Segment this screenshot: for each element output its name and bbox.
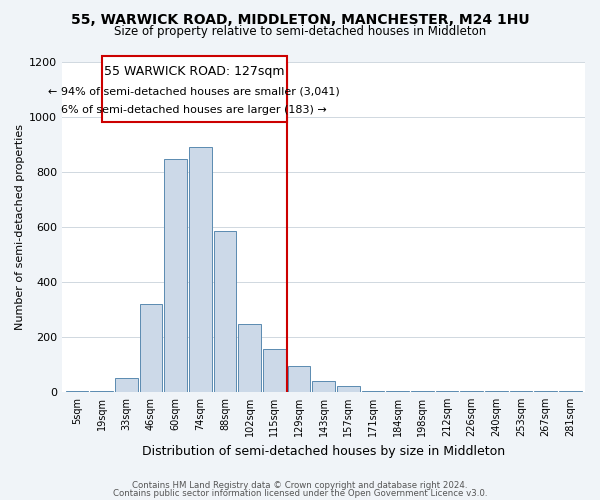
- Text: Contains HM Land Registry data © Crown copyright and database right 2024.: Contains HM Land Registry data © Crown c…: [132, 481, 468, 490]
- Text: Contains public sector information licensed under the Open Government Licence v3: Contains public sector information licen…: [113, 489, 487, 498]
- X-axis label: Distribution of semi-detached houses by size in Middleton: Distribution of semi-detached houses by …: [142, 444, 505, 458]
- Bar: [460, 391, 483, 392]
- Bar: [509, 391, 532, 392]
- Bar: [362, 390, 384, 392]
- Text: Size of property relative to semi-detached houses in Middleton: Size of property relative to semi-detach…: [114, 25, 486, 38]
- Bar: [115, 378, 137, 392]
- Bar: [485, 391, 508, 392]
- Bar: [164, 160, 187, 392]
- Text: 6% of semi-detached houses are larger (183) →: 6% of semi-detached houses are larger (1…: [61, 105, 327, 115]
- Bar: [140, 304, 162, 392]
- Y-axis label: Number of semi-detached properties: Number of semi-detached properties: [15, 124, 25, 330]
- Bar: [90, 391, 113, 392]
- Text: 55 WARWICK ROAD: 127sqm: 55 WARWICK ROAD: 127sqm: [104, 66, 284, 78]
- Text: 55, WARWICK ROAD, MIDDLETON, MANCHESTER, M24 1HU: 55, WARWICK ROAD, MIDDLETON, MANCHESTER,…: [71, 12, 529, 26]
- Bar: [337, 386, 359, 392]
- Bar: [189, 147, 212, 392]
- FancyBboxPatch shape: [101, 56, 287, 122]
- Bar: [436, 391, 458, 392]
- Bar: [312, 381, 335, 392]
- Bar: [559, 391, 581, 392]
- Bar: [238, 324, 261, 392]
- Bar: [534, 391, 557, 392]
- Text: ← 94% of semi-detached houses are smaller (3,041): ← 94% of semi-detached houses are smalle…: [48, 86, 340, 97]
- Bar: [386, 390, 409, 392]
- Bar: [287, 366, 310, 392]
- Bar: [214, 231, 236, 392]
- Bar: [263, 349, 286, 392]
- Bar: [65, 391, 88, 392]
- Bar: [411, 391, 434, 392]
